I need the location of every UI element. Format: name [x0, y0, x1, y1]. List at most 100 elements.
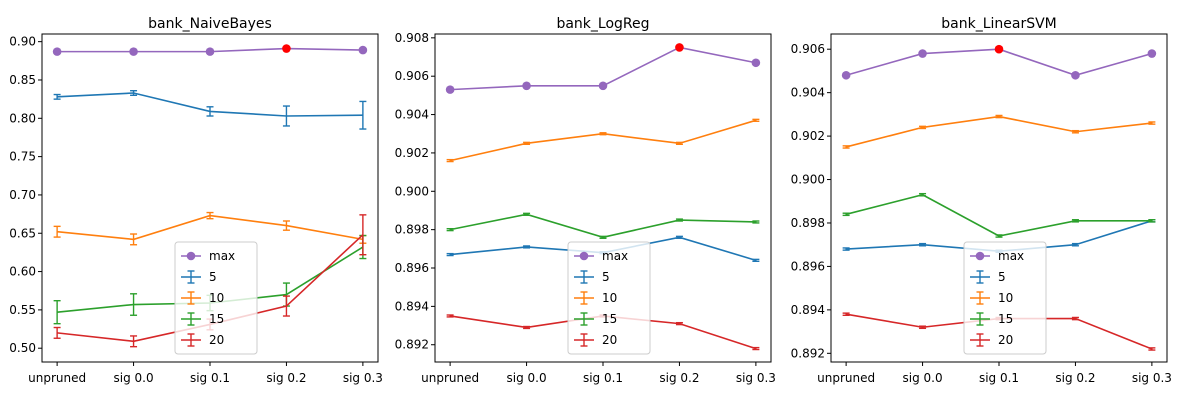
series-10 — [446, 118, 760, 163]
x-tick-label: sig 0.3 — [1132, 371, 1172, 385]
y-tick-label: 0.904 — [791, 86, 825, 100]
legend-label: 5 — [998, 270, 1006, 284]
x-tick-label: sig 0.1 — [190, 371, 230, 385]
series-15 — [446, 212, 760, 239]
panel-linear-svm: bank_LinearSVM 0.892 0.894 0.896 0.898 0.900… — [791, 16, 1172, 385]
legend-item: 15 — [970, 312, 1013, 326]
y-tick-label: 0.894 — [395, 299, 429, 313]
data-point — [918, 49, 927, 58]
y-tick-label: 0.896 — [395, 261, 429, 275]
legend-label: max — [209, 249, 235, 263]
legend-box — [174, 241, 258, 355]
panel-title: bank_LogReg — [556, 16, 649, 32]
x-tick-label: sig 0.1 — [583, 371, 623, 385]
y-tick-label: 0.85 — [9, 73, 36, 87]
legend-item: max — [181, 249, 235, 263]
y-tick-label: 0.900 — [395, 184, 429, 198]
legend-item: 10 — [574, 291, 617, 305]
y-tick-label: 0.65 — [9, 226, 36, 240]
series-max — [841, 44, 1157, 80]
legend-item: 20 — [574, 333, 617, 347]
panel-logreg: bank_LogReg 0.892 0.894 0.896 0.898 0.900 0.9… — [395, 16, 776, 385]
series-10 — [842, 114, 1156, 149]
legend-item: 5 — [970, 270, 1006, 284]
max-highlight-point — [675, 43, 684, 52]
legend-label: max — [602, 249, 628, 263]
y-tick-label: 0.75 — [9, 150, 36, 164]
legend-item: 10 — [970, 291, 1013, 305]
x-tick-label: sig 0.3 — [736, 371, 776, 385]
x-tick-label: unpruned — [421, 371, 479, 385]
legend-label: 10 — [998, 291, 1013, 305]
data-point — [129, 47, 138, 56]
data-point — [445, 85, 455, 94]
legend-item: 10 — [181, 291, 224, 305]
data-point — [358, 45, 368, 55]
data-point — [1071, 70, 1080, 80]
legend-label: max — [998, 249, 1024, 263]
y-tick-label: 0.70 — [9, 188, 36, 202]
data-point — [598, 81, 608, 91]
series-15 — [842, 192, 1156, 238]
x-tick-label: sig 0.2 — [266, 371, 306, 385]
y-tick-label: 0.906 — [395, 69, 429, 83]
series-max — [445, 43, 761, 94]
x-tick-label: sig 0.2 — [659, 371, 699, 385]
y-tick-label: 0.90 — [9, 35, 36, 49]
legend-label: 15 — [998, 312, 1013, 326]
y-tick-label: 0.894 — [791, 303, 825, 317]
y-tick-label: 0.898 — [791, 216, 825, 230]
data-point — [205, 47, 215, 56]
max-highlight-point — [994, 44, 1004, 54]
legend-box — [963, 241, 1047, 355]
legend: max 5 10 15 20 — [174, 241, 258, 355]
y-tick-label: 0.896 — [791, 259, 825, 273]
panel-naive-bayes: bank_NaiveBayes 0.50 0.55 0.60 0.65 0.70 0.75… — [9, 16, 383, 385]
x-tick-label: sig 0.0 — [507, 371, 547, 385]
y-tick-label: 0.908 — [395, 31, 429, 45]
legend-swatch-marker — [186, 251, 196, 261]
legend-item: 5 — [181, 270, 217, 284]
legend-item: max — [574, 249, 628, 263]
legend-label: 20 — [998, 333, 1013, 347]
data-point — [522, 81, 531, 91]
legend-label: 5 — [602, 270, 610, 284]
series-max — [52, 44, 368, 56]
y-tick-label: 0.904 — [395, 108, 429, 122]
legend-item: 20 — [181, 333, 224, 347]
panel-title: bank_NaiveBayes — [148, 16, 272, 32]
y-tick-label: 0.902 — [791, 129, 825, 143]
y-tick-label: 0.898 — [395, 223, 429, 237]
panel-title: bank_LinearSVM — [941, 16, 1057, 32]
y-tick-label: 0.50 — [9, 341, 36, 355]
y-tick-label: 0.902 — [395, 146, 429, 160]
y-tick-label: 0.906 — [791, 42, 825, 56]
legend-item: 20 — [970, 333, 1013, 347]
legend-label: 15 — [602, 312, 617, 326]
x-tick-label: sig 0.1 — [979, 371, 1019, 385]
legend-label: 10 — [209, 291, 224, 305]
y-tick-label: 0.60 — [9, 265, 36, 279]
data-point — [1147, 49, 1157, 58]
legend-swatch-marker — [975, 251, 985, 261]
legend-label: 10 — [602, 291, 617, 305]
legend-item: 15 — [181, 312, 224, 326]
y-tick-label: 0.892 — [395, 338, 429, 352]
x-tick-label: unpruned — [817, 371, 875, 385]
legend-box — [567, 241, 651, 355]
series-5 — [53, 90, 367, 130]
x-tick-label: sig 0.0 — [114, 371, 154, 385]
x-tick-label: sig 0.2 — [1055, 371, 1095, 385]
legend-swatch-marker — [579, 251, 589, 261]
legend-label: 20 — [602, 333, 617, 347]
x-tick-label: sig 0.0 — [903, 371, 943, 385]
max-highlight-point — [282, 44, 291, 53]
legend-item: 5 — [574, 270, 610, 284]
legend: max 5 10 15 20 — [963, 241, 1047, 355]
data-point — [751, 58, 761, 68]
legend-label: 15 — [209, 312, 224, 326]
y-tick-label: 0.55 — [9, 303, 36, 317]
y-tick-label: 0.900 — [791, 173, 825, 187]
legend-item: max — [970, 249, 1024, 263]
